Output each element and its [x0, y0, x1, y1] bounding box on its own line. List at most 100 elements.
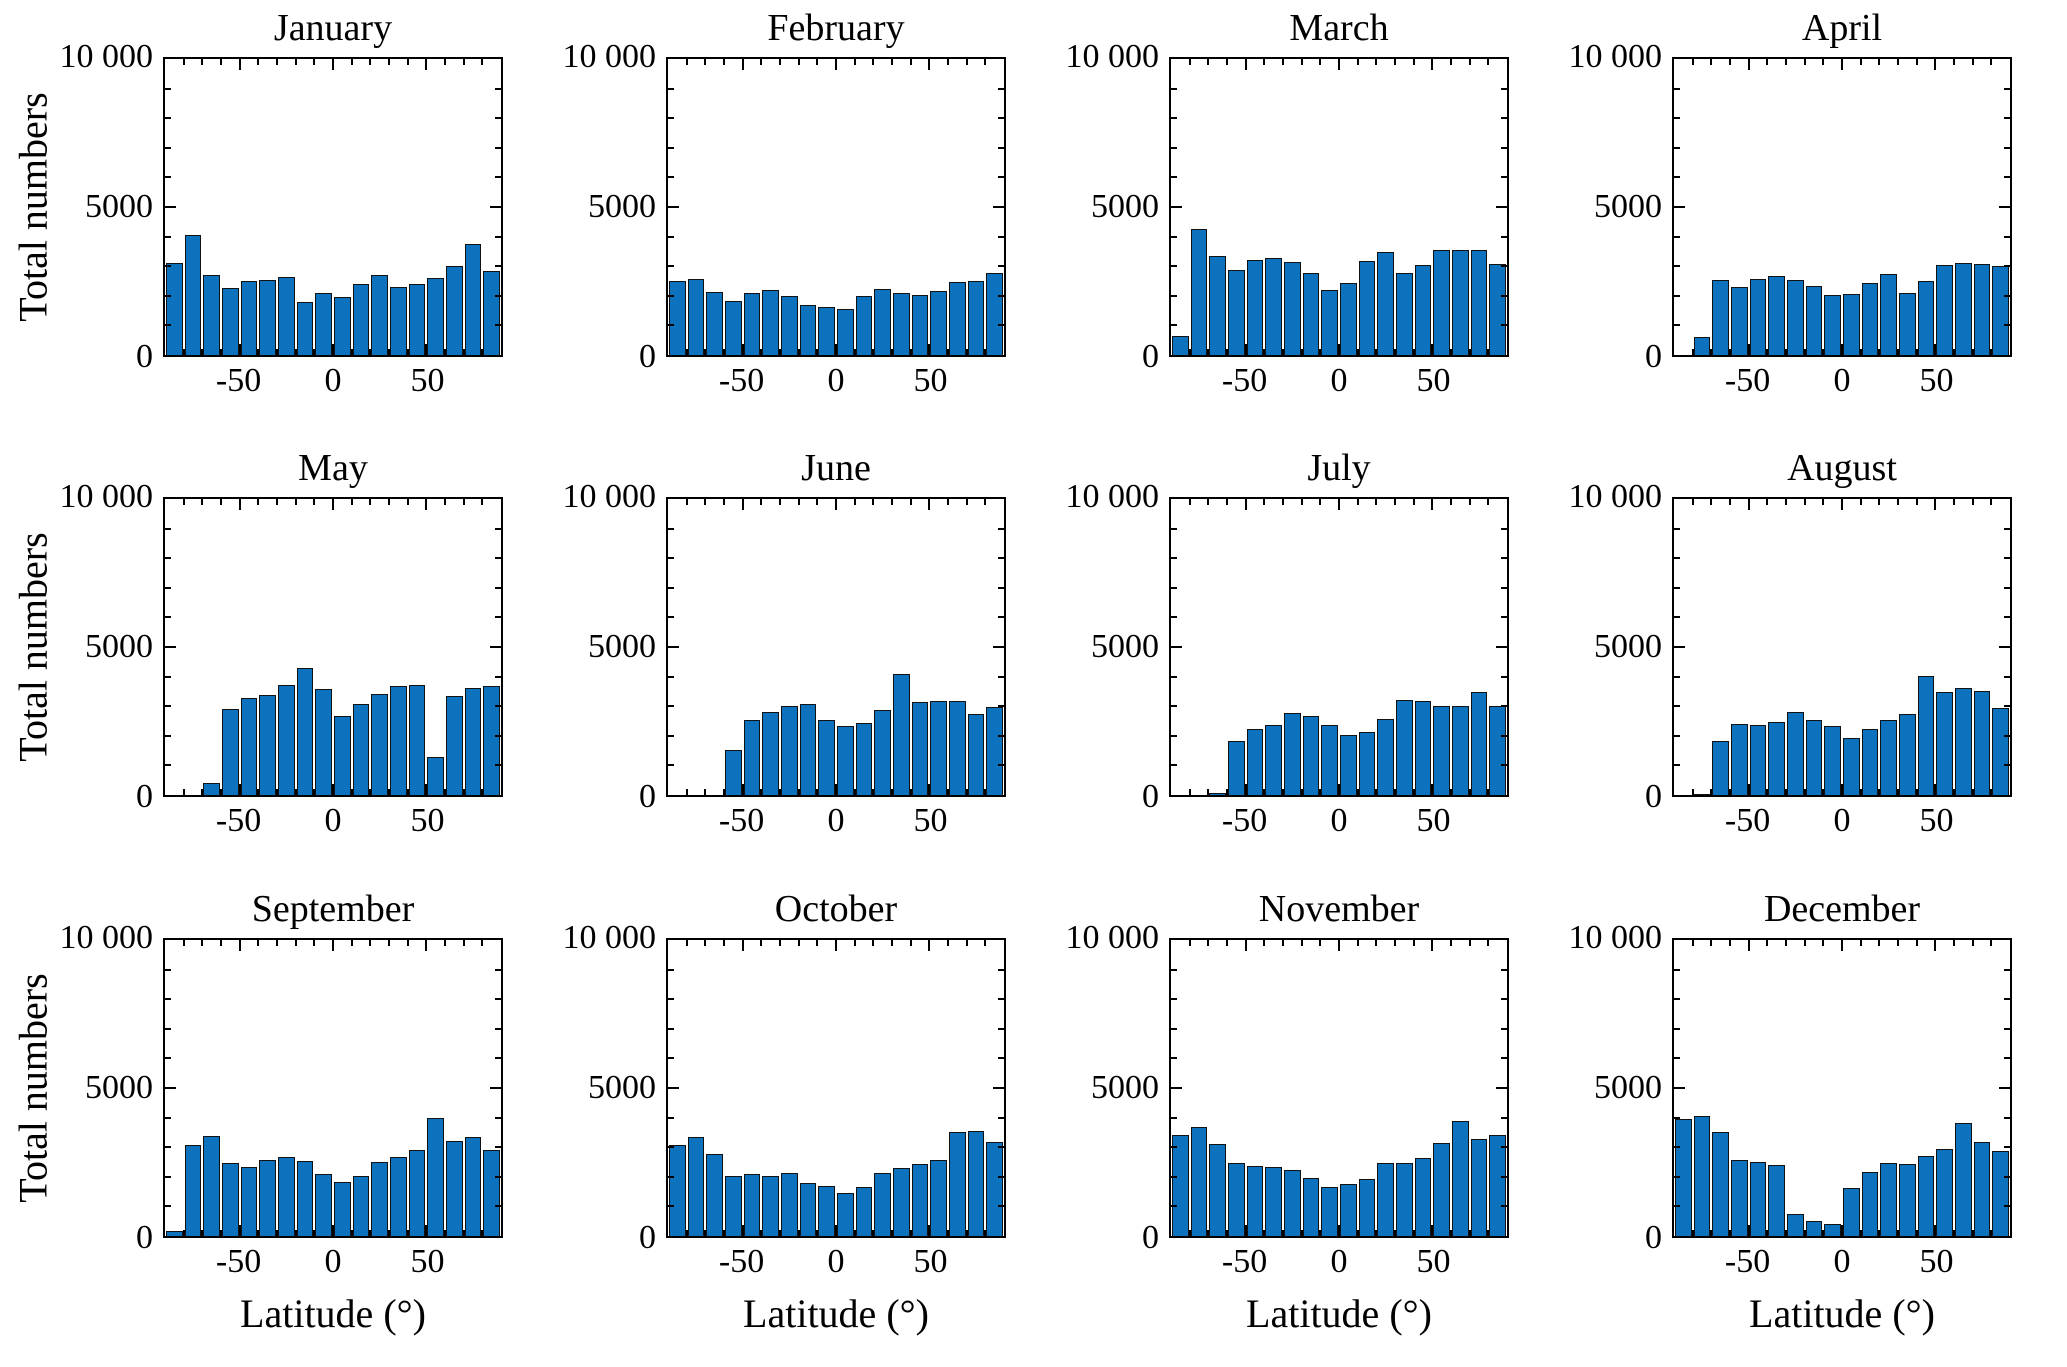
bin-slot	[1470, 940, 1489, 1236]
bar	[1321, 725, 1339, 795]
x-major-tick	[1934, 784, 1937, 795]
x-major-tick	[1841, 499, 1843, 510]
x-minor-tick	[890, 499, 893, 505]
bar	[408, 283, 426, 355]
x-minor-tick	[275, 789, 278, 795]
bin-slot	[221, 499, 240, 795]
bar	[1955, 687, 1972, 795]
bar	[1246, 1165, 1264, 1236]
x-axis-label: Latitude (°)	[240, 1291, 426, 1336]
subplot-title: October	[774, 888, 898, 930]
bar	[1302, 1177, 1320, 1236]
x-minor-tick	[1487, 789, 1490, 795]
y-minor-tick	[165, 265, 171, 268]
x-minor-tick	[350, 349, 353, 355]
bar	[1228, 1162, 1245, 1236]
y-minor-tick	[1501, 1175, 1507, 1178]
x-minor-tick	[984, 789, 987, 795]
bin-slot	[389, 499, 408, 795]
bin-slot	[873, 940, 892, 1236]
x-minor-tick	[294, 940, 297, 946]
x-minor-tick	[722, 940, 725, 946]
bar	[781, 295, 798, 355]
x-minor-tick	[387, 1230, 390, 1236]
bin-slot	[1991, 940, 2010, 1236]
x-minor-tick	[406, 499, 409, 505]
bar	[1284, 262, 1301, 355]
bars-container	[1171, 499, 1507, 795]
bar	[893, 673, 910, 795]
x-tick-label: 50	[1919, 1243, 1954, 1280]
y-major-tick	[1496, 206, 1507, 208]
bar	[408, 1149, 426, 1236]
x-minor-tick	[350, 789, 353, 795]
bar	[1377, 1163, 1395, 1236]
x-minor-tick	[462, 789, 465, 795]
x-minor-tick	[1319, 349, 1322, 355]
x-minor-tick	[1281, 349, 1284, 355]
bin-slot	[1861, 59, 1880, 355]
x-major-tick	[1934, 59, 1937, 70]
bin-slot	[705, 59, 724, 355]
x-minor-tick	[313, 499, 316, 505]
bin-slot	[333, 59, 352, 355]
x-minor-tick	[444, 349, 446, 355]
y-tick-label: 10 000	[1065, 478, 1160, 515]
bar	[464, 1137, 482, 1236]
y-minor-tick	[668, 294, 674, 297]
y-major-tick	[1496, 1087, 1507, 1089]
bin-slot	[892, 499, 911, 795]
x-major-tick	[332, 344, 334, 355]
x-major-tick	[332, 59, 334, 70]
x-minor-tick	[1971, 1230, 1974, 1236]
y-minor-tick	[998, 586, 1004, 589]
x-minor-tick	[1450, 940, 1452, 946]
bars-container	[165, 499, 501, 795]
y-tick-label: 5000	[1091, 1069, 1159, 1106]
x-major-tick	[1841, 784, 1843, 795]
x-minor-tick	[760, 789, 763, 795]
x-major-tick	[928, 344, 931, 355]
x-minor-tick	[965, 1230, 968, 1236]
bin-slot	[1227, 59, 1246, 355]
bar	[874, 288, 892, 355]
y-minor-tick	[165, 1175, 171, 1178]
x-tick-label: 50	[410, 802, 445, 839]
y-minor-tick	[998, 1027, 1004, 1030]
y-minor-tick	[1171, 586, 1177, 589]
y-minor-tick	[998, 764, 1004, 767]
bin-slot	[1451, 499, 1470, 795]
y-major-tick	[993, 646, 1004, 648]
x-minor-tick	[1896, 59, 1899, 65]
x-major-tick	[928, 59, 931, 70]
x-minor-tick	[1263, 59, 1266, 65]
bar	[1470, 692, 1488, 795]
x-tick-label: 50	[410, 362, 445, 399]
x-major-tick	[238, 344, 241, 355]
subplot-may: May 10 000 5000 0 -50 0 50	[60, 447, 503, 839]
x-minor-tick	[797, 349, 800, 355]
y-minor-tick	[1674, 1175, 1680, 1178]
y-minor-tick	[1501, 1027, 1507, 1030]
bar	[799, 1183, 817, 1236]
bar	[986, 1142, 1004, 1236]
bars-container	[1674, 499, 2010, 795]
bar	[855, 722, 873, 795]
y-minor-tick	[165, 1057, 171, 1060]
y-minor-tick	[998, 1175, 1004, 1178]
y-tick-label: 5000	[1594, 188, 1662, 225]
bin-slot	[1823, 940, 1842, 1236]
bin-slot	[873, 499, 892, 795]
bar	[706, 291, 724, 355]
y-minor-tick	[1171, 1027, 1177, 1030]
y-major-tick	[165, 646, 176, 648]
x-minor-tick	[1728, 1230, 1731, 1236]
x-minor-tick	[1300, 349, 1303, 355]
bar	[930, 701, 948, 795]
x-minor-tick	[1263, 349, 1266, 355]
x-minor-tick	[1188, 789, 1191, 795]
x-minor-tick	[760, 1230, 763, 1236]
bars-container	[1674, 59, 2010, 355]
x-minor-tick	[1878, 499, 1881, 505]
x-minor-tick	[481, 1230, 484, 1236]
